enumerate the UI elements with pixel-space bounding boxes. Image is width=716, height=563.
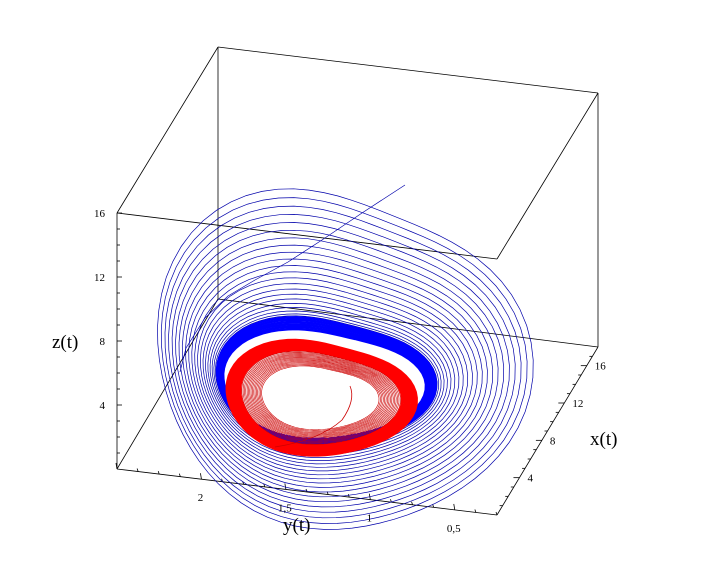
y-tick <box>432 504 435 508</box>
y-tick-label: 0,5 <box>447 523 461 535</box>
y-tick <box>200 473 202 480</box>
box-edge <box>116 46 219 214</box>
red-trajectory-loop <box>242 351 400 444</box>
z-tick-label: 12 <box>94 272 105 284</box>
y-tick <box>411 501 413 505</box>
blue-trajectory-loop <box>194 271 473 476</box>
blue-trajectory-loop <box>209 303 448 456</box>
red-trajectory-loop <box>252 358 390 437</box>
red-trajectory-loop <box>241 350 401 445</box>
x-axis-label: x(t) <box>590 429 617 450</box>
blue-trajectory-loop <box>160 197 528 524</box>
z-tick-label: 16 <box>94 208 106 220</box>
y-tick-label: 1 <box>367 513 373 525</box>
blue-trajectory-loop <box>164 205 522 519</box>
z-axis-label: z(t) <box>52 332 78 353</box>
red-trajectory-loop <box>253 359 388 436</box>
y-tick <box>453 503 456 510</box>
red-trajectory-loop <box>244 352 398 443</box>
red-trajectory-loop <box>254 360 387 435</box>
red-trajectory-loop <box>249 356 393 439</box>
blue-trajectory-loop <box>175 229 505 503</box>
blue-trajectory-loop <box>168 214 516 513</box>
blue-trajectory-loop <box>171 222 510 508</box>
red-trajectory-loop <box>258 363 383 432</box>
trajectories <box>157 184 534 530</box>
red-trajectory-loop <box>261 365 380 431</box>
y-tick <box>136 468 139 472</box>
box-edge <box>496 92 599 260</box>
blue-trajectory-loop <box>205 293 456 461</box>
z-tick-label: 8 <box>100 336 106 348</box>
z-tick-label: 4 <box>100 400 106 412</box>
blue-trajectory-loop <box>188 258 483 484</box>
y-tick <box>178 473 181 477</box>
x-tick-label: 4 <box>527 473 533 485</box>
x-tick-label: 8 <box>550 435 556 447</box>
red-trajectory-loop <box>246 354 396 441</box>
y-tick <box>115 462 118 470</box>
y-tick-label: 1,5 <box>278 502 292 514</box>
blue-trajectory-loop <box>178 237 499 498</box>
blue-trajectory-loop <box>181 244 494 493</box>
tick-labels: 4 8 12 16 2 1,5 1 0,5 4 8 12 16 <box>94 208 606 535</box>
red-trajectory-loop <box>248 355 394 440</box>
y-tick <box>495 511 498 516</box>
y-tick <box>347 493 350 498</box>
y-axis-label: y(t) <box>283 515 310 536</box>
y-tick <box>284 483 287 490</box>
blue-trajectory-loop <box>197 277 469 472</box>
blue-trajectory-loop <box>157 188 534 530</box>
red-trajectory-loop <box>259 364 381 431</box>
blue-trajectory-start <box>179 184 406 373</box>
y-tick <box>474 509 477 513</box>
blue-trajectory-loop <box>185 251 488 488</box>
blue-trajectory-loop <box>200 283 464 468</box>
red-trajectory-loop <box>257 362 384 434</box>
red-trajectory-loop <box>245 353 397 442</box>
y-tick <box>263 483 266 488</box>
blue-trajectory-loop <box>207 298 452 458</box>
blue-trajectory-loop <box>191 265 478 480</box>
y-tick <box>157 470 160 475</box>
y-tick <box>305 488 308 493</box>
x-tick-label: 12 <box>572 398 583 410</box>
blue-trajectory-loop <box>202 288 460 465</box>
red-trajectory-loop <box>250 357 391 438</box>
y-tick-label: 2 <box>198 492 204 504</box>
red-trajectory-start <box>274 385 353 448</box>
box-edge <box>217 46 599 94</box>
x-tick-label: 16 <box>595 361 607 373</box>
red-trajectory-loop <box>255 361 386 434</box>
box-edge <box>116 212 498 260</box>
red-limit-cycle <box>238 348 404 447</box>
